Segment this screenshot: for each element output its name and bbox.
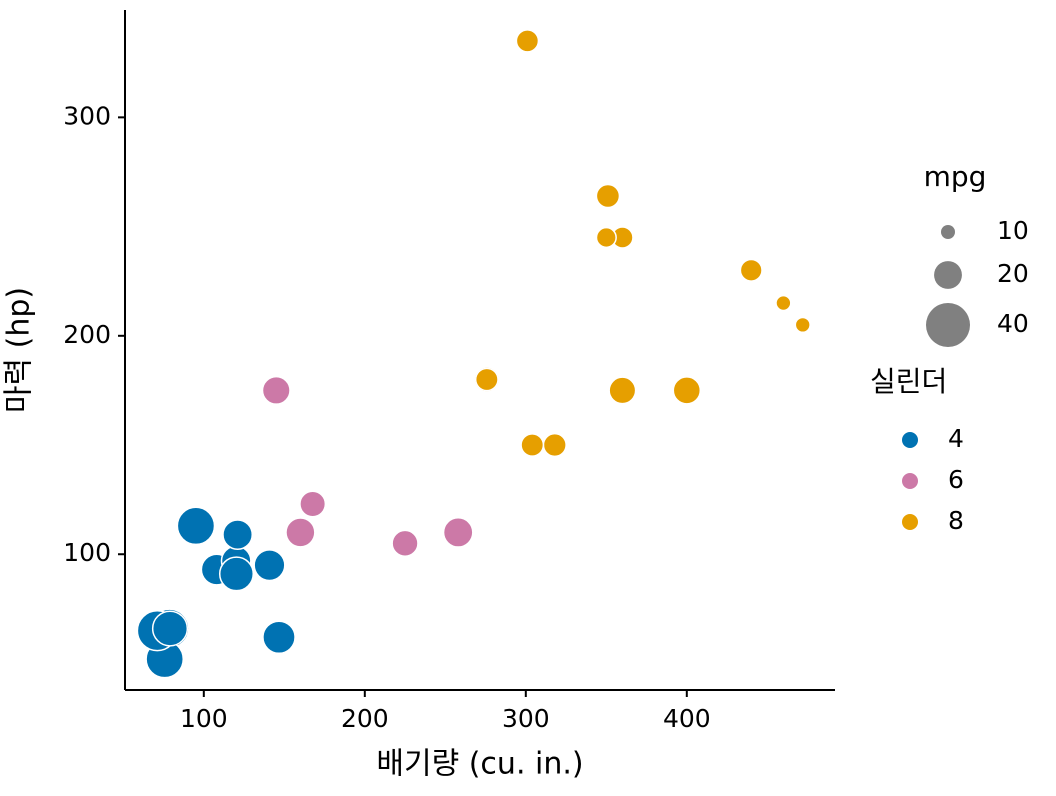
color-legend-key — [902, 473, 918, 489]
size-legend-label: 10 — [997, 216, 1029, 245]
point — [261, 375, 291, 405]
point — [515, 29, 540, 53]
size-legend-key — [926, 303, 970, 347]
point — [299, 490, 327, 518]
point — [222, 519, 254, 550]
color-legend-label: 8 — [948, 506, 964, 535]
x-tick-label: 100 — [180, 704, 228, 733]
point — [253, 549, 286, 582]
point — [176, 506, 216, 546]
point — [672, 376, 702, 405]
color-legend-key — [902, 432, 918, 448]
point — [542, 432, 567, 458]
y-tick-label: 300 — [63, 101, 111, 130]
color-legend-label: 4 — [948, 424, 964, 453]
x-tick-label: 300 — [502, 704, 550, 733]
point — [391, 529, 419, 557]
y-tick-label: 100 — [63, 538, 111, 567]
size-legend-title: mpg — [924, 160, 987, 193]
point — [739, 258, 763, 282]
point — [285, 517, 316, 548]
size-legend-key — [941, 225, 955, 239]
x-tick-label: 400 — [663, 704, 711, 733]
point — [775, 294, 792, 312]
point — [218, 556, 255, 592]
point — [474, 367, 499, 392]
point — [151, 610, 189, 647]
y-axis-label: 마력 (hp) — [2, 287, 37, 413]
size-legend-label: 20 — [997, 259, 1029, 288]
point — [595, 183, 621, 209]
size-legend-key — [934, 261, 962, 289]
point — [520, 433, 545, 457]
size-legend-label: 40 — [997, 309, 1029, 338]
y-tick-label: 200 — [63, 320, 111, 349]
color-legend-title: 실린더 — [870, 365, 947, 398]
color-legend-label: 6 — [948, 465, 964, 494]
point — [442, 517, 474, 548]
point — [608, 376, 637, 405]
x-axis-label: 배기량 (cu. in.) — [376, 747, 583, 782]
color-legend-key — [902, 514, 918, 530]
point — [595, 226, 617, 249]
x-tick-label: 200 — [341, 704, 389, 733]
point — [262, 620, 296, 655]
point — [794, 316, 811, 334]
